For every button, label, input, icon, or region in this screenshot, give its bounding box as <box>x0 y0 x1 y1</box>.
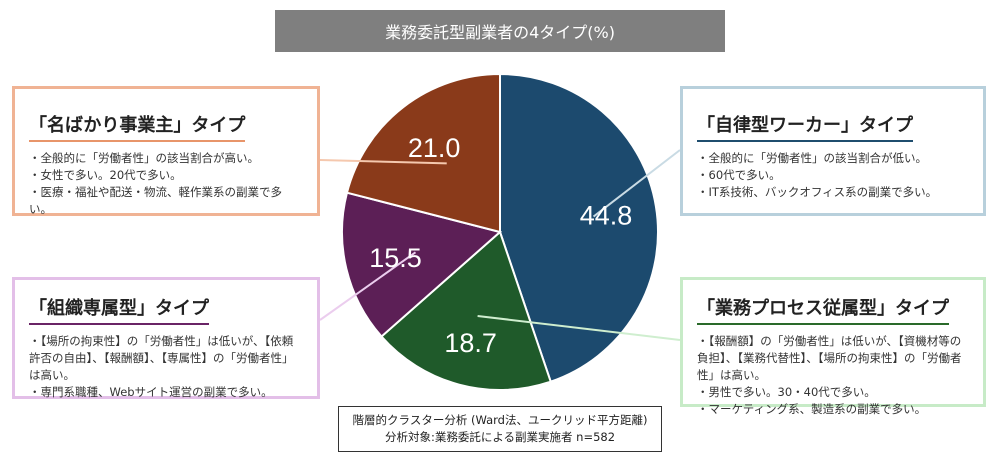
pie-slice <box>380 230 552 391</box>
connector-line <box>319 159 447 165</box>
type-bullets: ・全般的に「労働者性」の該当割合が高い。 ・女性で多い。20代で多い。 ・医療・… <box>29 150 303 218</box>
pie-slices <box>341 72 660 391</box>
type-heading: 「名ばかり事業主」タイプ <box>29 111 246 142</box>
type-box-nominal-business-owner: 「名ばかり事業主」タイプ ・全般的に「労働者性」の該当割合が高い。 ・女性で多い… <box>12 86 320 216</box>
connector-line <box>477 314 681 341</box>
note-method: 階層的クラスター分析 (Ward法、ユークリッド平方距離) <box>352 413 648 427</box>
bullet: ・医療・福祉や配送・物流、軽作業系の副業で多い。 <box>29 185 282 216</box>
bullet: ・【場所の拘束性】の「労働者性」は低いが、【依頼許否の自由】、【報酬額】、【専属… <box>29 334 294 382</box>
chart-title: 業務委託型副業者の4タイプ(%) <box>275 10 725 52</box>
bullet: ・マーケティング系、製造系の副業で多い。 <box>697 402 927 416</box>
slice-value-label: 15.5 <box>369 243 422 273</box>
slice-value-label: 18.7 <box>444 328 497 358</box>
bullet: ・男性で多い。30・40代で多い。 <box>697 385 876 399</box>
type-heading: 「業務プロセス従属型」タイプ <box>697 294 949 325</box>
type-bullets: ・全般的に「労働者性」の該当割合が低い。 ・60代で多い。 ・IT系技術、バック… <box>697 150 969 201</box>
slice-value-label: 44.8 <box>580 201 633 231</box>
bullet: ・女性で多い。20代で多い。 <box>29 168 182 182</box>
pie-slice <box>499 72 660 383</box>
pie-slice <box>341 191 503 338</box>
analysis-note: 階層的クラスター分析 (Ward法、ユークリッド平方距離) 分析対象:業務委託に… <box>338 406 662 452</box>
pie-slice <box>345 72 501 234</box>
type-heading: 「組織専属型」タイプ <box>29 294 209 325</box>
connector-line <box>592 149 681 218</box>
bullet: ・【報酬額】の「労働者性」は低いが、【資機材等の負担】、【業務代替性】、【場所の… <box>697 334 962 382</box>
bullet: ・全般的に「労働者性」の該当割合が低い。 <box>697 151 927 165</box>
type-bullets: ・【場所の拘束性】の「労働者性」は低いが、【依頼許否の自由】、【報酬額】、【専属… <box>29 333 303 401</box>
type-box-process-dependent: 「業務プロセス従属型」タイプ ・【報酬額】の「労働者性」は低いが、【資機材等の負… <box>680 277 986 416</box>
type-heading: 「自律型ワーカー」タイプ <box>697 111 913 142</box>
connector-line <box>319 251 417 321</box>
type-bullets: ・【報酬額】の「労働者性」は低いが、【資機材等の負担】、【業務代替性】、【場所の… <box>697 333 969 418</box>
note-sample: 分析対象:業務委託による副業実施者 n=582 <box>384 430 616 444</box>
bullet: ・専門系職種、Webサイト運営の副業で多い。 <box>29 385 273 399</box>
type-box-organization-exclusive: 「組織専属型」タイプ ・【場所の拘束性】の「労働者性」は低いが、【依頼許否の自由… <box>12 277 320 399</box>
connector-lines <box>319 149 681 341</box>
bullet: ・IT系技術、バックオフィス系の副業で多い。 <box>697 185 938 199</box>
slice-value-label: 21.0 <box>408 133 461 163</box>
bullet: ・60代で多い。 <box>697 168 781 182</box>
pie-labels: 44.8 18.7 15.5 21.0 <box>369 133 632 358</box>
type-box-autonomous-worker: 「自律型ワーカー」タイプ ・全般的に「労働者性」の該当割合が低い。 ・60代で多… <box>680 86 986 216</box>
bullet: ・全般的に「労働者性」の該当割合が高い。 <box>29 151 259 165</box>
